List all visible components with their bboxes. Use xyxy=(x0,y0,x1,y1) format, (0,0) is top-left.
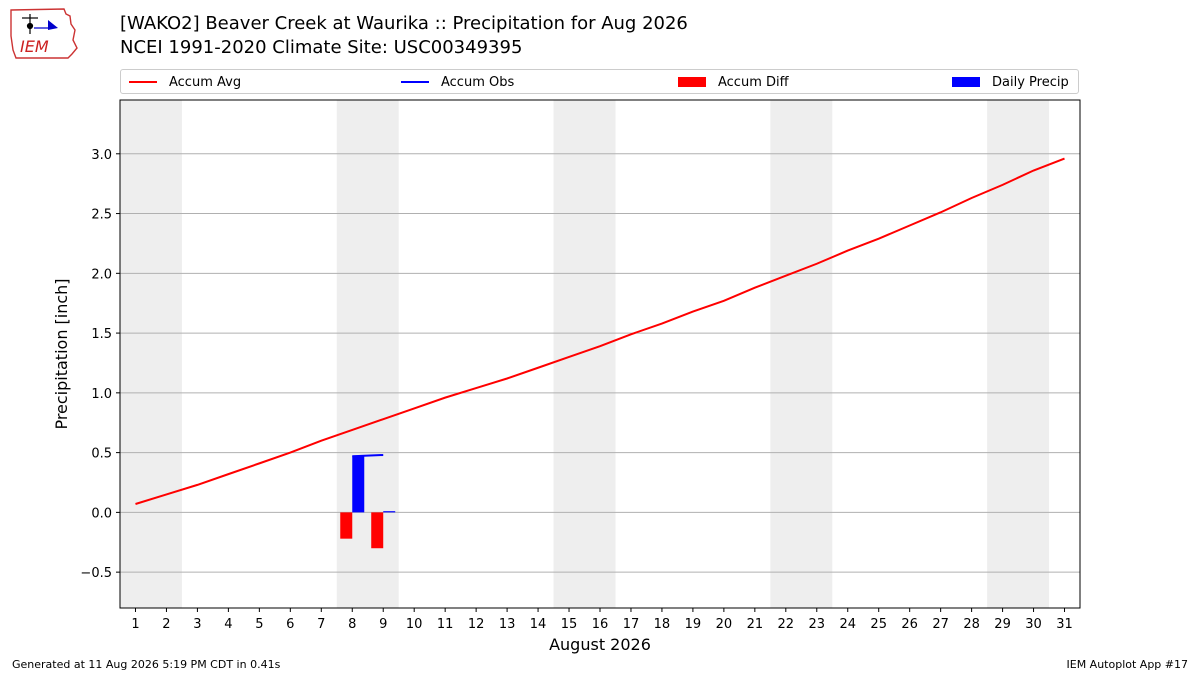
x-tick-label: 28 xyxy=(963,617,980,632)
footer-app: IEM Autoplot App #17 xyxy=(1066,658,1189,671)
accum-diff-bar xyxy=(371,512,384,549)
x-tick-label: 23 xyxy=(809,617,826,632)
chart-title: [WAKO2] Beaver Creek at Waurika :: Preci… xyxy=(120,13,688,34)
y-tick-label: 0.5 xyxy=(91,447,112,462)
plot-frame xyxy=(119,99,1081,609)
legend-swatch xyxy=(129,81,157,83)
legend-label: Accum Obs xyxy=(441,74,515,90)
accum-diff-bar xyxy=(340,512,353,539)
x-tick-label: 3 xyxy=(193,617,201,632)
x-tick-label: 20 xyxy=(716,617,733,632)
y-tick-label: 2.0 xyxy=(91,267,112,282)
legend-label: Daily Precip xyxy=(992,74,1069,90)
x-tick-label: 1 xyxy=(131,617,139,632)
logo-text: IEM xyxy=(20,37,49,56)
x-tick-label: 22 xyxy=(778,617,795,632)
weekend-shade xyxy=(770,100,833,608)
x-tick-label: 17 xyxy=(623,617,640,632)
daily-precip-bar xyxy=(383,511,396,513)
x-tick-label: 10 xyxy=(406,617,423,632)
x-tick-label: 13 xyxy=(499,617,516,632)
x-tick-label: 15 xyxy=(561,617,578,632)
legend-swatch xyxy=(678,77,706,87)
x-tick-label: 8 xyxy=(348,617,356,632)
y-axis-label: Precipitation [inch] xyxy=(52,278,71,429)
x-tick-label: 27 xyxy=(932,617,949,632)
footer-generated: Generated at 11 Aug 2026 5:19 PM CDT in … xyxy=(12,658,281,671)
y-tick-label: −0.5 xyxy=(80,566,112,581)
y-tick-label: 3.0 xyxy=(91,148,112,163)
weekend-shade xyxy=(120,100,182,608)
weekend-shade xyxy=(987,100,1050,608)
legend-swatch xyxy=(401,81,429,83)
x-tick-label: 5 xyxy=(255,617,263,632)
legend-item-accum-avg: Accum Avg xyxy=(129,73,241,91)
legend-label: Accum Avg xyxy=(169,74,242,90)
legend-item-accum-diff: Accum Diff xyxy=(678,73,789,91)
x-tick-label: 6 xyxy=(286,617,294,632)
x-tick-label: 31 xyxy=(1056,617,1073,632)
weekend-shade xyxy=(336,100,399,608)
x-tick-label: 25 xyxy=(870,617,887,632)
iem-logo: IEM xyxy=(10,8,78,59)
iowa-outline-icon xyxy=(10,8,78,59)
x-tick-label: 26 xyxy=(901,617,918,632)
x-tick-label: 21 xyxy=(747,617,764,632)
x-tick-label: 29 xyxy=(994,617,1011,632)
weather-station-icon xyxy=(22,14,58,34)
chart-subtitle: NCEI 1991-2020 Climate Site: USC00349395 xyxy=(120,37,523,58)
legend-label: Accum Diff xyxy=(718,74,789,90)
y-tick-label: 0.0 xyxy=(91,506,112,521)
legend-item-accum-obs: Accum Obs xyxy=(401,73,514,91)
x-tick-label: 9 xyxy=(379,617,387,632)
weekend-shade xyxy=(553,100,616,608)
x-axis-label: August 2026 xyxy=(549,635,651,654)
x-tick-label: 11 xyxy=(437,617,454,632)
x-tick-label: 18 xyxy=(654,617,671,632)
legend-swatch xyxy=(952,77,980,87)
y-tick-label: 2.5 xyxy=(91,208,112,223)
legend-item-daily-precip: Daily Precip xyxy=(952,73,1069,91)
x-tick-label: 19 xyxy=(685,617,702,632)
y-tick-label: 1.0 xyxy=(91,387,112,402)
x-tick-label: 2 xyxy=(162,617,170,632)
x-tick-label: 30 xyxy=(1025,617,1042,632)
x-tick-label: 12 xyxy=(468,617,485,632)
x-tick-label: 24 xyxy=(839,617,856,632)
accum-obs-line xyxy=(352,454,384,458)
x-tick-label: 14 xyxy=(530,617,547,632)
x-tick-label: 4 xyxy=(224,617,232,632)
x-tick-label: 7 xyxy=(317,617,325,632)
legend: Accum Avg Accum Obs Accum Diff Daily Pre… xyxy=(120,69,1079,94)
y-tick-label: 1.5 xyxy=(91,327,112,342)
x-tick-label: 16 xyxy=(592,617,609,632)
daily-precip-bar xyxy=(352,456,365,513)
accum-avg-line xyxy=(135,157,1065,505)
